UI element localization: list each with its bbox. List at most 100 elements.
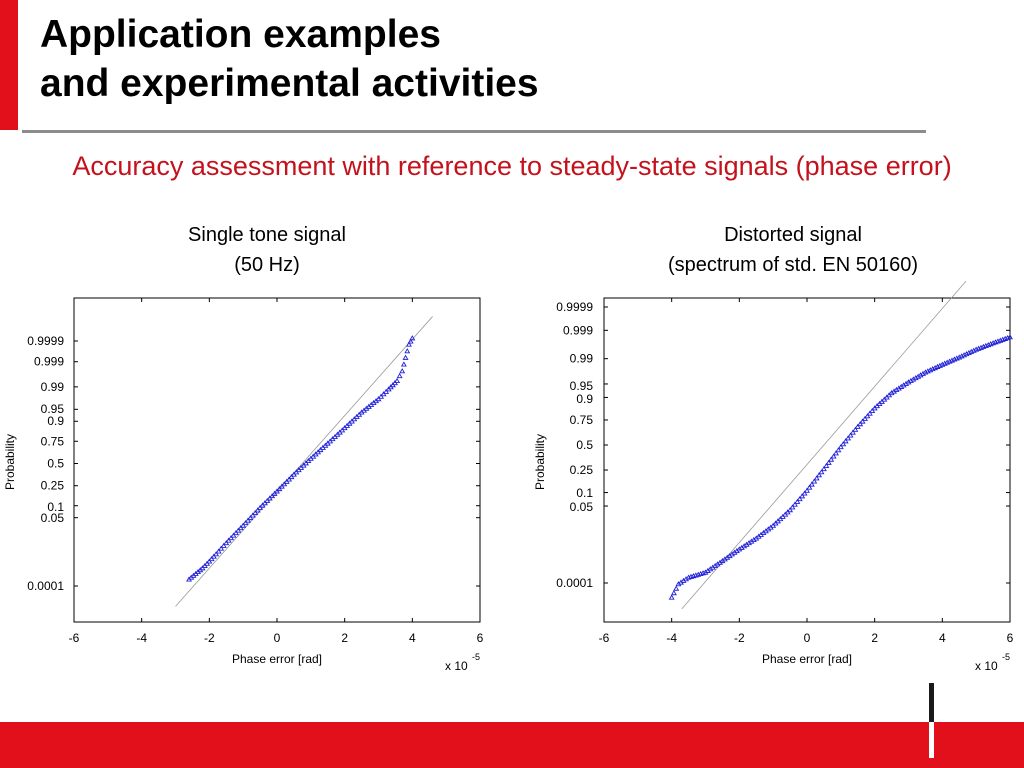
chart-1-data-point [409, 335, 416, 341]
chart-1-data-point [404, 348, 411, 354]
chart-2-axes-frame [603, 297, 1011, 623]
page-title: Application examples and experimental ac… [40, 10, 539, 108]
chart-2-data-point [811, 478, 818, 484]
chart-1-data-point [288, 473, 295, 480]
chart-2-y-tick-label: 0.95 [570, 379, 594, 393]
chart-2-y-tick-label: 0.5 [576, 438, 593, 452]
chart-1-data-point [396, 372, 403, 379]
title-line-1: Application examples [40, 13, 441, 56]
footer-logo-mark [929, 683, 934, 758]
chart-1-data-point [208, 555, 215, 562]
chart-1-data-point [206, 558, 213, 564]
chart-2-y-tick-label: 0.99 [570, 352, 594, 366]
chart-2-data-point [905, 379, 912, 385]
chart-2-x-tick-label: 2 [871, 631, 878, 645]
chart-1-data-point [394, 377, 401, 384]
chart-2-data-point [804, 487, 810, 493]
chart-1-data-point [375, 396, 382, 402]
chart-2-x-axis-label: Phase error [rad] [762, 652, 852, 666]
chart-1-x-tick-label: 6 [477, 631, 484, 645]
chart-2-y-tick-label: 0.05 [570, 500, 594, 514]
chart-1-plot: -6 -4 -2 0 2 4 60.00010.050.10.250.50.750.90.9… [3, 297, 484, 673]
chart-2-data-point [912, 374, 919, 381]
chart-2-plot: -6 -4 -2 0 2 4 60.00010.050.10.250.50.750.90.9… [533, 280, 1014, 673]
chart-1-x-axis-label: Phase error [rad] [232, 652, 322, 666]
chart-2-data-point [820, 465, 827, 472]
chart-2-data-point [857, 421, 864, 427]
chart-1-data-point [281, 481, 288, 487]
chart-2-data-point [866, 410, 873, 416]
chart-2-data-point [816, 472, 823, 478]
chart-2-data-point [917, 372, 924, 378]
chart-2-y-tick-label: 0.1 [576, 486, 593, 500]
chart-1-x-scale-exponent: -5 [472, 652, 480, 662]
chart-1-data-point [276, 485, 283, 492]
chart-1-y-tick-label: 0.75 [41, 434, 65, 448]
chart-1-x-tick-label: 4 [409, 631, 416, 645]
chart-1-data-point [407, 338, 414, 344]
chart-2-x-tick-label: 6 [1007, 631, 1014, 645]
chart-2-data-point [842, 438, 849, 444]
chart-1-data-point [380, 391, 387, 397]
chart-2-data-point [806, 484, 813, 490]
chart-1-data-point [240, 522, 247, 528]
chart-2-data-point [840, 441, 847, 447]
chart-2-y-tick-label: 0.9999 [556, 300, 593, 314]
chart-2-data-point [818, 469, 825, 475]
chart-2-data-point [794, 498, 801, 504]
chart-1-data-point [252, 509, 259, 515]
chart-1-data-point [225, 537, 232, 543]
chart-1-data-point [245, 517, 251, 523]
chart-2-data-point [823, 462, 830, 468]
chart-1-x-tick-label: -4 [136, 631, 147, 645]
chart-2-y-tick-label: 0.25 [570, 463, 594, 477]
title-divider [22, 130, 926, 133]
chart-1-data-point [220, 542, 227, 548]
chart-1-data-point [274, 488, 280, 494]
chart-1-y-axis-label: Probability [3, 434, 17, 490]
chart-1-data-point [242, 520, 249, 526]
chart-2-data-point [845, 435, 852, 441]
chart-1-data-point [232, 530, 239, 536]
probability-plots: -6 -4 -2 0 2 4 60.00010.050.10.250.50.750.90.9… [3, 280, 1014, 673]
chart-2-data-point [847, 432, 854, 438]
chart-1-data-point [278, 483, 285, 489]
chart-1-data-point [237, 525, 244, 531]
chart-2-y-tick-label: 0.0001 [556, 576, 593, 590]
chart-1-y-tick-label: 0.5 [47, 457, 64, 471]
chart-1-axes-frame [73, 297, 481, 623]
chart-1-caption: Single tone signal (50 Hz) [102, 220, 432, 280]
chart-2-data-point [670, 590, 677, 596]
chart-2-data-point [668, 594, 675, 600]
chart-2-data-point [859, 418, 866, 424]
chart-2-caption: Distorted signal (spectrum of std. EN 50… [628, 220, 958, 280]
chart-1-data-point [286, 476, 293, 482]
chart-2-caption-line-1: Distorted signal [724, 224, 862, 246]
chart-1-y-tick-label: 0.9999 [27, 334, 64, 348]
chart-1-reference-line [175, 316, 433, 607]
chart-2-data-point [828, 456, 835, 462]
chart-1-x-tick-label: 2 [341, 631, 348, 645]
chart-2-data-point [796, 495, 803, 502]
chart-2-x-tick-label: 4 [939, 631, 946, 645]
chart-2-data-point [799, 493, 806, 499]
footer-band [0, 722, 1024, 768]
chart-2-data-point [808, 481, 815, 487]
chart-1-data-point [402, 354, 409, 360]
chart-2-x-scale-exponent: -5 [1002, 652, 1010, 662]
chart-2-data-point [673, 585, 680, 591]
chart-1-y-tick-label: 0.1 [47, 500, 64, 514]
chart-1-y-tick-label: 0.9 [47, 414, 64, 428]
chart-2-data-point [849, 429, 856, 435]
chart-1-data-point [228, 534, 235, 541]
chart-2-caption-line-2: (spectrum of std. EN 50160) [667, 254, 919, 276]
chart-2-data-point [864, 413, 871, 419]
chart-1-x-tick-label: -2 [204, 631, 215, 645]
chart-2-data-point [854, 423, 861, 429]
chart-1-data-point [223, 539, 230, 546]
chart-1-x-tick-label: -6 [69, 631, 80, 645]
chart-2-data-point [862, 415, 868, 421]
chart-1-data-point [213, 551, 220, 557]
chart-1-y-tick-label: 0.0001 [27, 579, 64, 593]
chart-2-data-point [825, 459, 832, 465]
